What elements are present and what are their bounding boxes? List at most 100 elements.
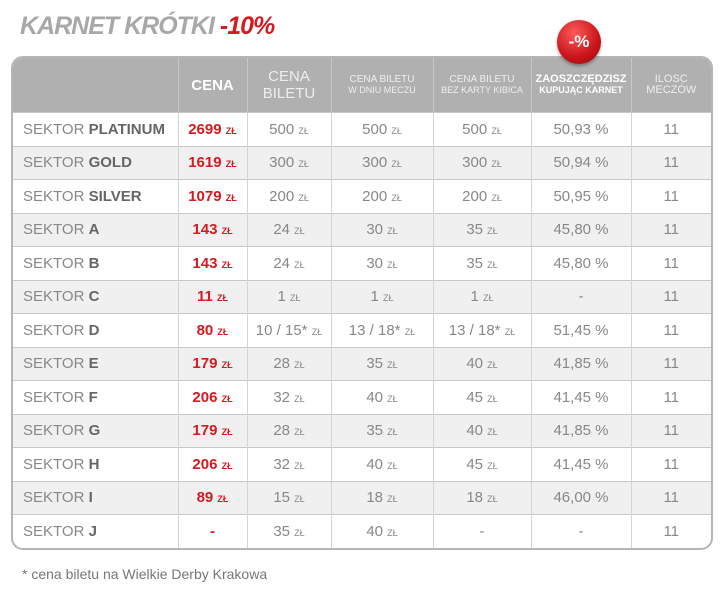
table-row: SEKTOR F 206 ZŁ 32 ZŁ 40 ZŁ 45 ZŁ 41,45 % 11 — [13, 380, 711, 414]
cell-sektor: SEKTOR SILVER — [13, 179, 178, 213]
cell-dzien: 35 ZŁ — [330, 346, 433, 381]
cell-sektor: SEKTOR E — [13, 346, 178, 381]
cell-bez: 35 ZŁ — [432, 246, 531, 280]
table-row: SEKTOR I 89 ZŁ 15 ZŁ 18 ZŁ 18 ZŁ 46,00 % 11 — [13, 480, 711, 515]
cell-cena: 89 ZŁ — [177, 480, 247, 515]
cell-bez: - — [432, 514, 531, 548]
cell-sektor: SEKTOR B — [13, 246, 178, 280]
cell-mecze: 11 — [630, 179, 711, 213]
cell-mecze: 11 — [630, 246, 711, 280]
cell-bilet: 300 ZŁ — [246, 145, 331, 180]
cell-mecze: 11 — [630, 112, 711, 146]
table-row: SEKTOR B 143 ZŁ 24 ZŁ 30 ZŁ 35 ZŁ 45,80 % 11 — [13, 246, 711, 280]
cell-sektor: SEKTOR PLATINUM — [13, 112, 178, 146]
cell-save: 41,45 % — [530, 380, 631, 414]
cell-dzien: 500 ZŁ — [330, 112, 433, 146]
price-table: CENA CENA BILETU CENA BILETU W DNIU MECZU … — [11, 56, 713, 550]
cell-mecze: 11 — [630, 480, 711, 515]
cell-dzien: 30 ZŁ — [330, 246, 433, 280]
header-cena: CENA — [177, 58, 247, 113]
header-bez-karty: CENA BILETU BEZ KARTY KIBICA — [432, 58, 531, 113]
cell-save: - — [530, 514, 631, 548]
title-text: KARNET KRÓTKI — [20, 12, 215, 40]
cell-bez: 1 ZŁ — [432, 279, 531, 314]
cell-dzien: 40 ZŁ — [330, 380, 433, 414]
cell-bilet: 500 ZŁ — [246, 112, 331, 146]
cell-bilet: 32 ZŁ — [246, 380, 331, 414]
cell-save: 41,85 % — [530, 346, 631, 381]
table-row: SEKTOR PLATINUM 2699 ZŁ 500 ZŁ 500 ZŁ 500 ZŁ… — [13, 112, 711, 146]
cell-bez: 200 ZŁ — [432, 179, 531, 213]
cell-mecze: 11 — [630, 313, 711, 347]
cell-sektor: SEKTOR J — [13, 514, 178, 548]
table-row: SEKTOR A 143 ZŁ 24 ZŁ 30 ZŁ 35 ZŁ 45,80 % 11 — [13, 212, 711, 247]
cell-mecze: 11 — [630, 380, 711, 414]
cell-cena: 2699 ZŁ — [177, 112, 247, 146]
table-row: SEKTOR SILVER 1079 ZŁ 200 ZŁ 200 ZŁ 200 ZŁ 50… — [13, 179, 711, 213]
cell-sektor: SEKTOR GOLD — [13, 145, 178, 180]
cell-sektor: SEKTOR H — [13, 447, 178, 481]
cell-bilet: 28 ZŁ — [246, 346, 331, 381]
cell-bez: 45 ZŁ — [432, 447, 531, 481]
cell-bez: 45 ZŁ — [432, 380, 531, 414]
header-row: CENA CENA BILETU CENA BILETU W DNIU MECZU … — [13, 58, 711, 113]
cell-save: 45,80 % — [530, 246, 631, 280]
cell-save: 50,94 % — [530, 145, 631, 180]
table-row: SEKTOR H 206 ZŁ 32 ZŁ 40 ZŁ 45 ZŁ 41,45 % 11 — [13, 447, 711, 481]
cell-mecze: 11 — [630, 514, 711, 548]
cell-sektor: SEKTOR G — [13, 413, 178, 448]
cell-cena: 1619 ZŁ — [177, 145, 247, 180]
cell-mecze: 11 — [630, 279, 711, 314]
cell-bilet: 15 ZŁ — [246, 480, 331, 515]
cell-bilet: 35 ZŁ — [246, 514, 331, 548]
page-title: KARNET KRÓTKI -10% — [20, 12, 275, 41]
cell-sektor: SEKTOR A — [13, 212, 178, 247]
cell-mecze: 11 — [630, 447, 711, 481]
cell-cena: 179 ZŁ — [177, 413, 247, 448]
cell-cena: 143 ZŁ — [177, 246, 247, 280]
header-zaoszczedzisz: ZAOSZCZĘDZISZ KUPUJĄC KARNET — [530, 58, 631, 113]
header-dzien-meczu: CENA BILETU W DNIU MECZU — [330, 58, 433, 113]
table-row: SEKTOR D 80 ZŁ 10 / 15* ZŁ 13 / 18* ZŁ 13 / … — [13, 313, 711, 347]
cell-dzien: 1 ZŁ — [330, 279, 433, 314]
cell-sektor: SEKTOR C — [13, 279, 178, 314]
cell-bilet: 24 ZŁ — [246, 212, 331, 247]
cell-cena: 11 ZŁ — [177, 279, 247, 314]
cell-bilet: 200 ZŁ — [246, 179, 331, 213]
table-row: SEKTOR G 179 ZŁ 28 ZŁ 35 ZŁ 40 ZŁ 41,85 % 11 — [13, 413, 711, 448]
cell-mecze: 11 — [630, 212, 711, 247]
cell-dzien: 13 / 18* ZŁ — [330, 313, 433, 347]
cell-sektor: SEKTOR F — [13, 380, 178, 414]
cell-dzien: 18 ZŁ — [330, 480, 433, 515]
cell-sektor: SEKTOR D — [13, 313, 178, 347]
cell-dzien: 30 ZŁ — [330, 212, 433, 247]
header-ilosc: ILOSC MECZÓW — [630, 58, 711, 113]
cell-cena: 80 ZŁ — [177, 313, 247, 347]
cell-save: 45,80 % — [530, 212, 631, 247]
cell-save: 50,95 % — [530, 179, 631, 213]
cell-cena: 206 ZŁ — [177, 447, 247, 481]
table-row: SEKTOR J -35 ZŁ 40 ZŁ - -11 — [13, 514, 711, 548]
cell-bilet: 24 ZŁ — [246, 246, 331, 280]
cell-bez: 40 ZŁ — [432, 413, 531, 448]
discount-badge-icon: -% — [557, 20, 601, 64]
footnote: * cena biletu na Wielkie Derby Krakowa — [22, 566, 268, 582]
cell-bez: 40 ZŁ — [432, 346, 531, 381]
cell-save: - — [530, 279, 631, 314]
cell-bez: 18 ZŁ — [432, 480, 531, 515]
cell-bilet: 1 ZŁ — [246, 279, 331, 314]
cell-save: 51,45 % — [530, 313, 631, 347]
cell-dzien: 35 ZŁ — [330, 413, 433, 448]
cell-mecze: 11 — [630, 413, 711, 448]
cell-cena: 206 ZŁ — [177, 380, 247, 414]
cell-mecze: 11 — [630, 346, 711, 381]
cell-bilet: 32 ZŁ — [246, 447, 331, 481]
header-cena-biletu: CENA BILETU — [246, 58, 331, 113]
title-discount: -10% — [219, 12, 275, 40]
cell-save: 46,00 % — [530, 480, 631, 515]
cell-save: 41,85 % — [530, 413, 631, 448]
cell-cena: - — [177, 514, 247, 548]
cell-dzien: 40 ZŁ — [330, 447, 433, 481]
cell-bez: 35 ZŁ — [432, 212, 531, 247]
cell-bez: 500 ZŁ — [432, 112, 531, 146]
